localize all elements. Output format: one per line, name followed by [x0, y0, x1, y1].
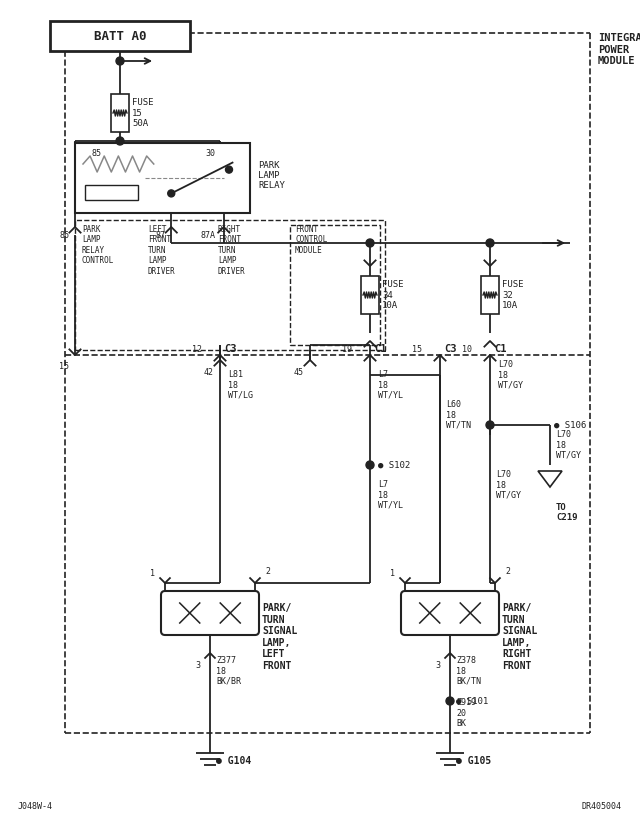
Polygon shape	[538, 471, 562, 487]
Text: 3: 3	[435, 661, 440, 669]
Text: Z377
18
BK/BR: Z377 18 BK/BR	[216, 656, 241, 686]
Text: 42: 42	[204, 368, 214, 376]
FancyBboxPatch shape	[401, 591, 499, 635]
Bar	[85, 185, 138, 200]
Text: FUSE
15
50A: FUSE 15 50A	[132, 98, 154, 128]
Text: 19: 19	[342, 345, 352, 354]
Bar	[111, 94, 129, 132]
Text: 12: 12	[192, 345, 202, 354]
Text: 15: 15	[59, 361, 69, 370]
Text: L70
18
WT/GY: L70 18 WT/GY	[498, 360, 523, 390]
Text: L70
18
WT/GY: L70 18 WT/GY	[556, 430, 581, 460]
Bar	[481, 276, 499, 314]
Text: 87A: 87A	[201, 230, 216, 239]
Text: TO
C219: TO C219	[556, 503, 577, 523]
Text: 86: 86	[59, 230, 69, 239]
Circle shape	[366, 461, 374, 469]
Text: FRONT
CONTROL
MODULE: FRONT CONTROL MODULE	[295, 225, 328, 255]
Text: Z378
18
BK/TN: Z378 18 BK/TN	[456, 656, 481, 686]
Text: FUSE
34
10A: FUSE 34 10A	[382, 280, 403, 310]
Text: L81
18
WT/LG: L81 18 WT/LG	[228, 370, 253, 400]
Text: PARK
LAMP
RELAY
CONTROL: PARK LAMP RELAY CONTROL	[82, 225, 115, 265]
Circle shape	[225, 166, 232, 173]
Text: LEFT
FRONT
TURN
LAMP
DRIVER: LEFT FRONT TURN LAMP DRIVER	[148, 225, 176, 276]
Text: C3: C3	[444, 344, 456, 354]
Text: 30: 30	[205, 148, 215, 157]
Bar	[290, 225, 380, 345]
Bar	[50, 21, 190, 51]
Text: ● S102: ● S102	[378, 461, 410, 469]
Circle shape	[486, 239, 494, 247]
Text: BATT A0: BATT A0	[93, 30, 147, 43]
Text: PARK
LAMP
RELAY: PARK LAMP RELAY	[258, 160, 285, 190]
Text: 10: 10	[462, 345, 472, 354]
FancyBboxPatch shape	[161, 591, 259, 635]
Circle shape	[116, 57, 124, 65]
Text: INTEGRATED
POWER
MODULE: INTEGRATED POWER MODULE	[598, 33, 640, 66]
Text: ● S106: ● S106	[554, 421, 586, 430]
Bar	[361, 276, 379, 314]
Text: ● G104: ● G104	[216, 756, 252, 766]
Circle shape	[168, 190, 175, 197]
Text: 2: 2	[505, 566, 510, 575]
Circle shape	[446, 697, 454, 705]
Circle shape	[366, 239, 374, 247]
Text: 3: 3	[195, 661, 200, 669]
Text: L7
18
WT/YL: L7 18 WT/YL	[378, 480, 403, 510]
Bar	[75, 143, 250, 213]
Bar	[75, 220, 385, 350]
Text: PARK/
TURN
SIGNAL
LAMP,
RIGHT
FRONT: PARK/ TURN SIGNAL LAMP, RIGHT FRONT	[502, 603, 537, 671]
Circle shape	[486, 421, 494, 429]
Text: C1: C1	[494, 344, 506, 354]
Text: Z919
20
BK: Z919 20 BK	[456, 698, 476, 728]
Text: FUSE
32
10A: FUSE 32 10A	[502, 280, 524, 310]
Text: ● S101: ● S101	[456, 696, 488, 705]
Text: 1: 1	[150, 569, 155, 578]
Text: L60
18
WT/TN: L60 18 WT/TN	[446, 400, 471, 430]
Text: J048W-4: J048W-4	[18, 802, 53, 811]
Text: 45: 45	[294, 368, 304, 376]
Text: ● G105: ● G105	[456, 756, 492, 766]
Text: 1: 1	[390, 569, 395, 578]
Text: DR405004: DR405004	[582, 802, 622, 811]
Text: RIGHT
FRONT
TURN
LAMP
DRIVER: RIGHT FRONT TURN LAMP DRIVER	[218, 225, 246, 276]
Text: 2: 2	[265, 566, 270, 575]
Text: 87: 87	[156, 230, 165, 239]
Text: L7
18
WT/YL: L7 18 WT/YL	[378, 370, 403, 400]
Text: 85: 85	[92, 148, 102, 157]
Text: 15: 15	[412, 345, 422, 354]
Circle shape	[116, 137, 124, 145]
Text: C3: C3	[224, 344, 237, 354]
Text: C1: C1	[374, 344, 387, 354]
Text: L70
18
WT/GY: L70 18 WT/GY	[496, 470, 521, 500]
Text: PARK/
TURN
SIGNAL
LAMP,
LEFT
FRONT: PARK/ TURN SIGNAL LAMP, LEFT FRONT	[262, 603, 297, 671]
